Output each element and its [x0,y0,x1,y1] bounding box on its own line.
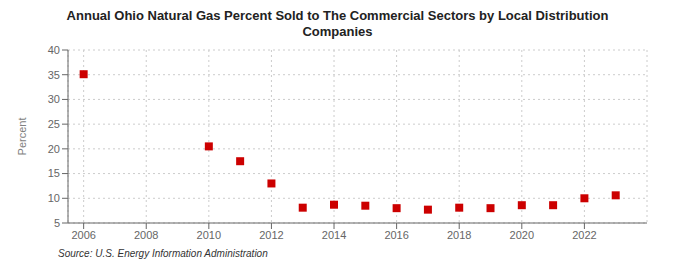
svg-text:35: 35 [48,69,60,81]
svg-text:20: 20 [48,143,60,155]
svg-text:2012: 2012 [259,229,283,241]
svg-text:2022: 2022 [572,229,596,241]
svg-text:30: 30 [48,93,60,105]
svg-text:5: 5 [54,217,60,229]
svg-text:2008: 2008 [134,229,158,241]
html-text:Companies: Companies [302,24,373,39]
svg-text:Percent: Percent [16,118,28,156]
svg-text:25: 25 [48,118,60,130]
svg-text:2020: 2020 [510,229,534,241]
svg-text:40: 40 [48,44,60,56]
svg-text:2006: 2006 [71,229,95,241]
svg-text:15: 15 [48,167,60,179]
svg-text:2010: 2010 [197,229,221,241]
svg-text:10: 10 [48,192,60,204]
html-text:Annual Ohio Natural Gas Percen: Annual Ohio Natural Gas Percent Sold to … [66,8,609,23]
svg-text:2014: 2014 [322,229,346,241]
svg-text:2016: 2016 [384,229,408,241]
html-text:Source: U.S. Energy Informatio: Source: U.S. Energy Information Administ… [58,248,268,259]
svg-text:2018: 2018 [447,229,471,241]
